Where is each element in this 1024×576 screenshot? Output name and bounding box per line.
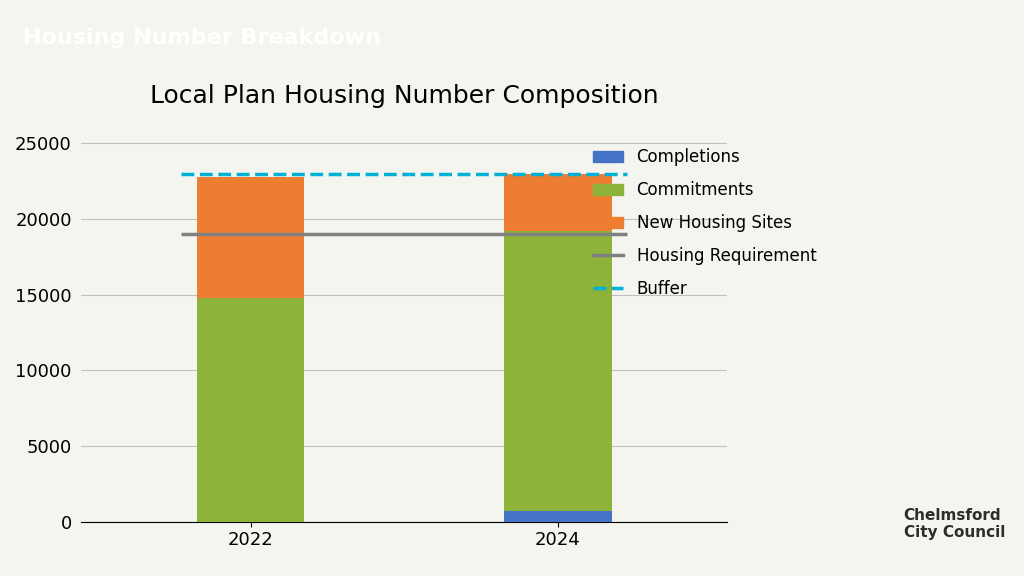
Bar [504,511,611,522]
Bar [504,173,611,231]
Title: Local Plan Housing Number Composition: Local Plan Housing Number Composition [150,84,658,108]
Text: Chelmsford
City Council: Chelmsford City Council [903,508,1005,540]
Bar [504,231,611,511]
Legend: Completions, Commitments, New Housing Sites, Housing Requirement, Buffer: Completions, Commitments, New Housing Si… [593,148,816,298]
Text: Housing Number Breakdown: Housing Number Breakdown [23,28,381,48]
Bar [197,298,304,522]
Bar [197,177,304,298]
